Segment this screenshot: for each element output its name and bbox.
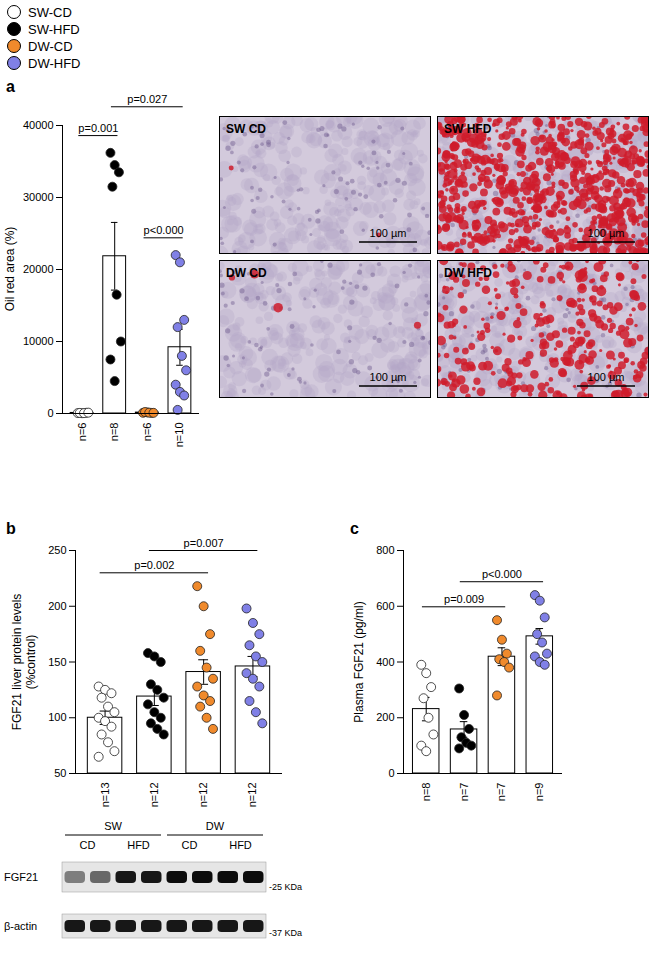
svg-text:SW CD: SW CD (226, 122, 266, 136)
svg-text:p=0.002: p=0.002 (134, 559, 174, 571)
svg-text:n=6: n=6 (76, 423, 88, 442)
html-text:b: b (6, 520, 16, 537)
svg-text:n=12: n=12 (246, 783, 258, 808)
svg-text:n=7: n=7 (458, 783, 470, 802)
svg-text:50: 50 (54, 767, 66, 779)
svg-text:800: 800 (376, 544, 394, 556)
svg-text:p=0.007: p=0.007 (184, 537, 224, 549)
svg-text:100 µm: 100 µm (370, 371, 407, 383)
svg-text:n=8: n=8 (420, 783, 432, 802)
svg-text:n=10: n=10 (173, 423, 185, 448)
svg-text:FGF21: FGF21 (4, 871, 38, 883)
html-text:SW-HFD: SW-HFD (28, 21, 80, 37)
svg-text:600: 600 (376, 600, 394, 612)
svg-text:CD: CD (80, 839, 96, 851)
html-text:Oil red area (%): Oil red area (%) (3, 226, 17, 312)
svg-text:p<0.000: p<0.000 (144, 224, 184, 236)
svg-text:n=13: n=13 (99, 783, 111, 808)
html-text:DW-HFD: DW-HFD (28, 55, 81, 71)
svg-text:n=12: n=12 (197, 783, 209, 808)
svg-text:DW: DW (206, 820, 225, 832)
svg-text:p<0.000: p<0.000 (482, 568, 522, 580)
svg-text:β-actin: β-actin (4, 920, 37, 932)
html-text:Plasma FGF21 (pg/ml): Plasma FGF21 (pg/ml) (352, 600, 366, 723)
svg-text:100 µm: 100 µm (588, 371, 625, 383)
svg-text:400: 400 (376, 656, 394, 668)
svg-text:20000: 20000 (23, 263, 54, 275)
svg-text:HFD: HFD (127, 839, 150, 851)
svg-text:100: 100 (48, 711, 66, 723)
svg-text:200: 200 (48, 600, 66, 612)
svg-text:200: 200 (376, 711, 394, 723)
html-text:FGF21 liver protein levels (%c: FGF21 liver protein levels (%control) (10, 593, 38, 730)
svg-text:p=0.027: p=0.027 (127, 93, 167, 105)
svg-text:0: 0 (47, 407, 53, 419)
svg-text:n=6: n=6 (141, 423, 153, 442)
html-text:SW-CD: SW-CD (28, 4, 72, 20)
svg-text:SW: SW (104, 820, 122, 832)
svg-text:250: 250 (48, 544, 66, 556)
svg-text:p=0.001: p=0.001 (78, 122, 118, 134)
svg-text:n=7: n=7 (495, 783, 507, 802)
svg-text:40000: 40000 (23, 119, 54, 131)
svg-text:150: 150 (48, 656, 66, 668)
svg-text:HFD: HFD (229, 839, 252, 851)
svg-text:p=0.009: p=0.009 (444, 593, 484, 605)
html-text:DW-CD: DW-CD (28, 38, 73, 54)
svg-text:n=9: n=9 (533, 783, 545, 802)
svg-text:30000: 30000 (23, 191, 54, 203)
svg-text:100 µm: 100 µm (370, 227, 407, 239)
svg-text:10000: 10000 (23, 335, 54, 347)
svg-text:n=8: n=8 (108, 423, 120, 442)
html-text:a: a (6, 78, 15, 95)
svg-text:100 µm: 100 µm (588, 227, 625, 239)
svg-text:0: 0 (388, 767, 394, 779)
svg-text:n=12: n=12 (148, 783, 160, 808)
svg-text:-37 KDa: -37 KDa (269, 928, 302, 938)
svg-text:CD: CD (182, 839, 198, 851)
html-text:c: c (350, 520, 359, 537)
svg-text:-25 KDa: -25 KDa (269, 882, 302, 892)
svg-text:DW HFD: DW HFD (444, 266, 492, 280)
svg-text:DW CD: DW CD (226, 266, 267, 280)
svg-text:SW HFD: SW HFD (444, 122, 492, 136)
